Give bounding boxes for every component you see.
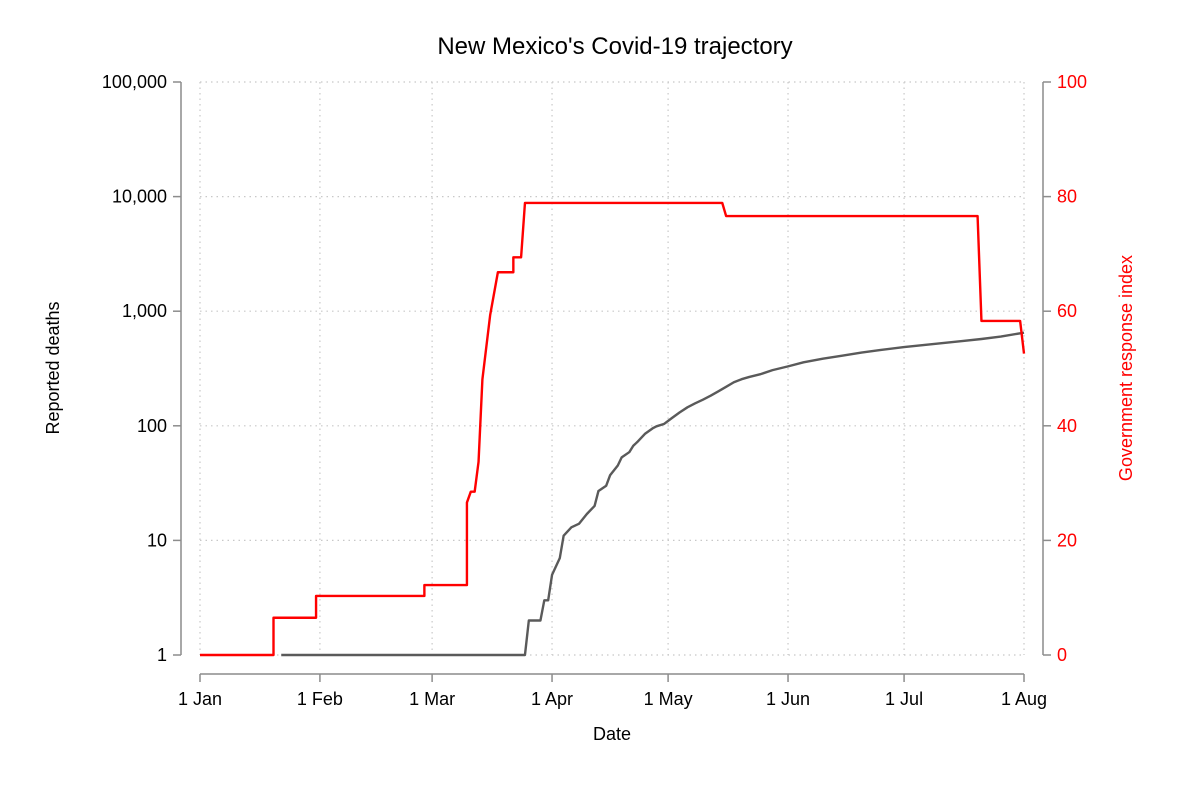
x-tick-label: 1 Jul [885,689,923,709]
x-tick-label: 1 May [644,689,693,709]
y-right-tick-label: 0 [1057,645,1067,665]
y-left-tick-label: 10,000 [112,187,167,207]
series-line-deaths [281,331,1025,657]
x-axis-title: Date [593,724,631,744]
y-left-tick-label: 1 [157,645,167,665]
series-layer [200,201,1026,657]
y-right-tick-label: 20 [1057,530,1077,550]
y-left-tick-label: 100 [137,416,167,436]
x-tick-label: 1 Jan [178,689,222,709]
y-right-tick-label: 40 [1057,416,1077,436]
x-tick-label: 1 Mar [409,689,455,709]
y-right-tick-label: 100 [1057,72,1087,92]
y-right-tick-label: 60 [1057,301,1077,321]
x-tick-label: 1 Jun [766,689,810,709]
x-tick-label: 1 Feb [297,689,343,709]
y-axis-right-title: Government response index [1116,255,1136,481]
x-tick-label: 1 Apr [531,689,573,709]
grid [199,81,1025,656]
tick-labels: 1 10 100 1,000 10,000 100,000 0 20 40 60 80 100 1 Ja… [102,72,1087,709]
y-left-tick-label: 10 [147,530,167,550]
axes [173,81,1051,682]
y-left-tick-label: 1,000 [122,301,167,321]
y-axis-left-title: Reported deaths [43,301,63,434]
y-left-tick-label: 100,000 [102,72,167,92]
x-tick-label: 1 Aug [1001,689,1047,709]
y-right-tick-label: 80 [1057,187,1077,207]
chart-title: New Mexico's Covid-19 trajectory [437,33,792,60]
series-line-response-index [200,201,1026,657]
